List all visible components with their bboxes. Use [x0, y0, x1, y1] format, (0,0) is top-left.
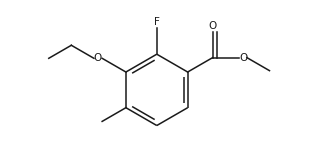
Text: O: O: [93, 53, 101, 63]
Text: O: O: [209, 21, 217, 31]
Text: F: F: [154, 17, 160, 27]
Text: O: O: [239, 53, 248, 63]
